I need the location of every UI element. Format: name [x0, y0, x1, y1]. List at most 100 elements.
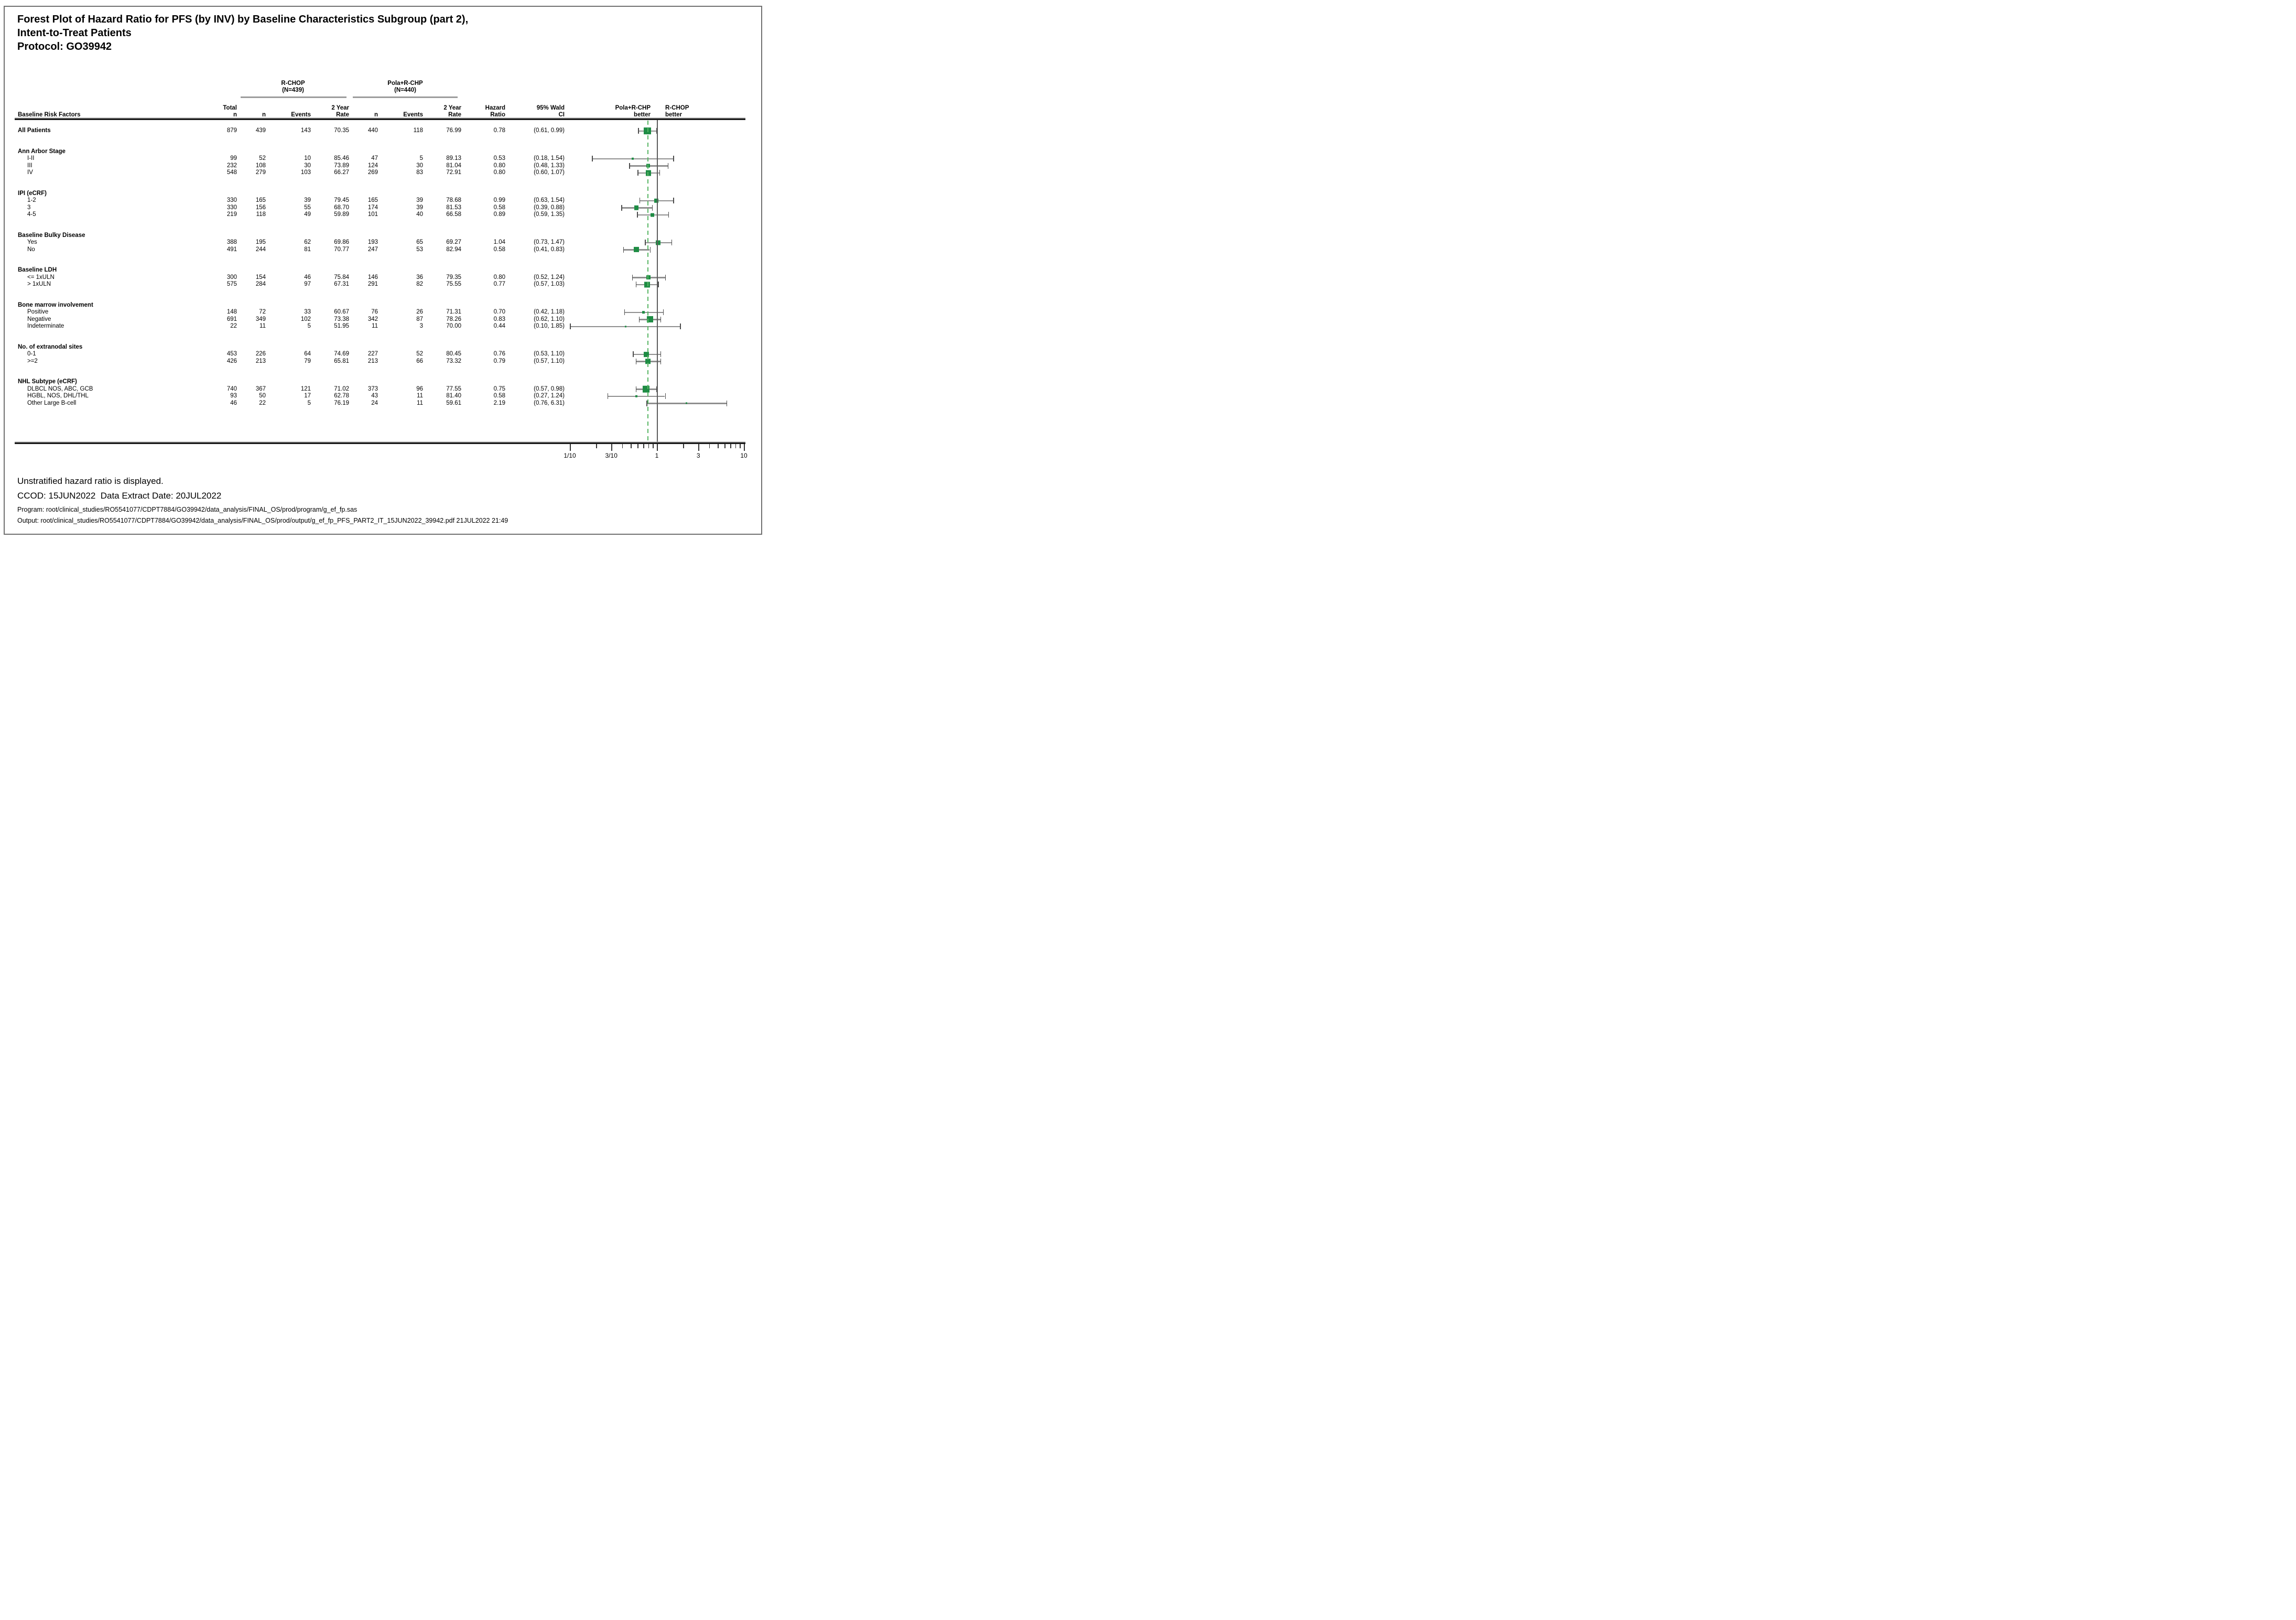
cell-hazard-ratio: 1.04 — [493, 239, 505, 245]
cell-wald-ci: (0.42, 1.18) — [534, 309, 565, 315]
cell-pola-rate: 78.68 — [446, 197, 461, 203]
forest-marker-cell — [565, 148, 745, 156]
cell-rchop-n — [237, 267, 266, 274]
cell-pola-rate: 89.13 — [446, 155, 461, 161]
cell-total-n — [207, 267, 237, 274]
table-row: Yes 388 195 62 69.86 193 65 69.27 1.04 (… — [15, 239, 745, 246]
axis-minor-tick — [643, 444, 644, 448]
cell-pola-events: 96 — [416, 385, 423, 392]
cell-wald-ci: (0.53, 1.10) — [534, 351, 565, 357]
cell-pola-n: 342 — [367, 316, 378, 322]
ci-cap-low — [635, 282, 637, 288]
cell-rchop-rate: 70.35 — [334, 127, 349, 134]
cell-total-n — [207, 190, 237, 198]
cell-pola-events: 5 — [419, 155, 423, 161]
cell-rchop-events: 39 — [304, 197, 311, 203]
cell-total-n: 426 — [226, 358, 237, 364]
hr-square-marker — [631, 157, 634, 160]
cell-hazard-ratio: 0.70 — [493, 309, 505, 315]
axis-minor-tick — [718, 444, 719, 448]
axis-major-tick — [744, 444, 745, 451]
cell-hazard-ratio — [461, 190, 505, 198]
table-row: 4-5 219 118 49 59.89 101 40 66.58 0.89 (… — [15, 211, 745, 219]
cell-rchop-events: 55 — [304, 204, 311, 211]
forest-marker-cell — [565, 393, 745, 400]
axis-minor-tick — [709, 444, 710, 448]
page-title: Forest Plot of Hazard Ratio for PFS (by … — [17, 13, 468, 53]
cell-rchop-events: 79 — [304, 358, 311, 364]
hr-square-marker — [644, 282, 650, 288]
ci-cap-high — [659, 170, 660, 176]
cell-rchop-rate: 67.31 — [334, 281, 349, 287]
row-label: Negative — [27, 316, 51, 322]
cell-wald-ci: (0.57, 1.03) — [534, 281, 565, 287]
table-row: HGBL, NOS, DHL/THL 93 50 17 62.78 43 11 … — [15, 393, 745, 400]
axis-major-tick — [698, 444, 699, 451]
forest-marker-cell — [565, 351, 745, 358]
footnote-program-path: Program: root/clinical_studies/RO5541077… — [17, 506, 358, 513]
cell-rchop-events: 121 — [300, 385, 311, 392]
cell-rchop-events — [266, 190, 311, 198]
hr-square-marker — [645, 170, 652, 176]
cell-pola-n: 373 — [367, 385, 378, 392]
column-header-pola-events: Events — [403, 112, 423, 118]
cell-pola-n: 213 — [367, 358, 378, 364]
ci-cap-high — [667, 163, 669, 169]
cell-rchop-rate: 79.45 — [334, 197, 349, 203]
cell-rchop-events: 33 — [304, 309, 311, 315]
cell-pola-n — [349, 148, 378, 156]
cell-rchop-n: 156 — [255, 204, 266, 211]
table-row: I-II 99 52 10 85.46 47 5 89.13 0.53 (0.1… — [15, 155, 745, 163]
cell-rchop-rate: 51.95 — [334, 323, 349, 329]
cell-total-n — [207, 148, 237, 156]
forest-marker-cell — [565, 358, 745, 365]
cell-pola-events: 26 — [416, 309, 423, 315]
cell-wald-ci — [505, 232, 565, 240]
ci-cap-low — [623, 246, 624, 253]
cell-hazard-ratio: 0.80 — [493, 274, 505, 280]
table-row: Ann Arbor Stage — [15, 148, 745, 156]
cell-pola-rate — [423, 267, 461, 274]
row-label: 3 — [27, 204, 31, 211]
table-row: >=2 426 213 79 65.81 213 66 73.32 0.79 (… — [15, 358, 745, 365]
group-header-rchop: R-CHOP (N=439) — [281, 80, 305, 93]
cell-pola-events: 118 — [413, 127, 423, 134]
cell-pola-n: 47 — [371, 155, 378, 161]
hr-square-marker — [633, 247, 639, 253]
cell-wald-ci — [505, 302, 565, 309]
ci-cap-high — [665, 393, 666, 399]
cell-pola-n — [349, 302, 378, 309]
axis-minor-tick — [648, 444, 649, 448]
cell-total-n: 232 — [226, 162, 237, 169]
footnote-unstratified: Unstratified hazard ratio is displayed. — [17, 476, 164, 486]
cell-pola-events: 39 — [416, 204, 423, 211]
cell-rchop-events — [266, 267, 311, 274]
row-label: Yes — [27, 239, 37, 245]
row-label: 0-1 — [27, 351, 36, 357]
table-row: NHL Subtype (eCRF) — [15, 379, 745, 386]
hr-square-marker — [644, 351, 649, 357]
ci-cap-high — [673, 156, 674, 162]
ci-cap-low — [637, 170, 638, 176]
ci-cap-high — [680, 323, 681, 330]
column-header-total-n: Total n — [223, 105, 237, 118]
cell-wald-ci: (0.62, 1.10) — [534, 316, 565, 322]
forest-marker-cell — [565, 316, 745, 323]
cell-pola-rate: 69.27 — [446, 239, 461, 245]
forest-marker-cell — [565, 204, 745, 212]
forest-marker-cell — [565, 190, 745, 198]
table-body: All Patients 879 439 143 70.35 440 118 7… — [15, 120, 745, 407]
cell-rchop-events — [266, 379, 311, 386]
cell-rchop-n — [237, 148, 266, 156]
cell-pola-n — [349, 232, 378, 240]
cell-pola-n — [349, 379, 378, 386]
row-label: Baseline Bulky Disease — [18, 232, 85, 239]
cell-rchop-events: 10 — [304, 155, 311, 161]
cell-rchop-rate — [311, 190, 349, 198]
cell-pola-rate: 70.00 — [446, 323, 461, 329]
cell-rchop-n: 213 — [255, 358, 266, 364]
hr-square-marker — [654, 198, 659, 203]
axis-tick-label: 10 — [740, 452, 748, 459]
cell-pola-rate: 66.58 — [446, 211, 461, 218]
hr-square-marker — [646, 275, 651, 280]
